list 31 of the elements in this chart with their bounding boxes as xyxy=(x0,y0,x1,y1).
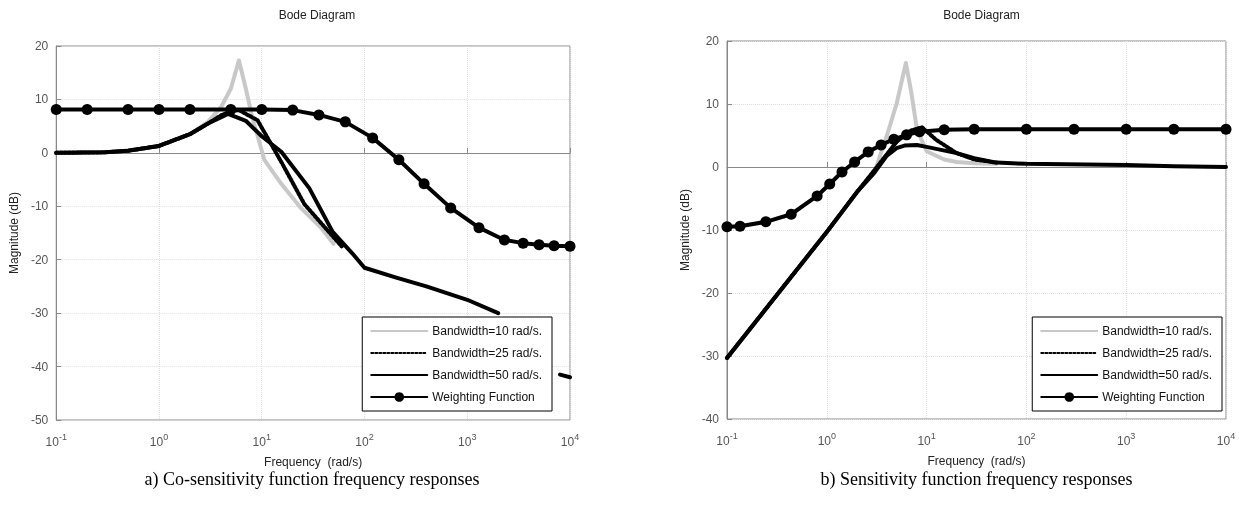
y-tick-label: 10 xyxy=(705,97,720,111)
y-tick-label: -40 xyxy=(30,359,49,374)
y-tick-label: 10 xyxy=(34,92,49,107)
x-axis-title: Frequency (rad/s) xyxy=(264,455,363,469)
y-tick-label: -10 xyxy=(701,223,720,237)
chart-title: Bode Diagram xyxy=(278,8,356,22)
y-axis-title: Magnitude (dB) xyxy=(677,188,692,272)
chart-title: Bode Diagram xyxy=(943,8,1020,22)
text: a) Co-sensitivity function frequency responses xyxy=(144,469,480,490)
y-axis-title: Magnitude (dB) xyxy=(7,191,21,275)
y-tick-label: -20 xyxy=(30,252,49,267)
legend-label: Bandwidth=25 rad/s. xyxy=(1102,346,1213,360)
legend-label: Bandwidth=10 rad/s. xyxy=(432,324,543,338)
legend-label: Bandwidth=25 rad/s. xyxy=(432,346,543,360)
legend-label: Bandwidth=10 rad/s. xyxy=(1102,324,1213,338)
y-tick-label: -20 xyxy=(701,286,720,300)
y-tick-label: 0 xyxy=(41,145,49,160)
y-tick-label: 20 xyxy=(705,34,720,48)
legend-label: Weighting Function xyxy=(432,390,535,404)
legend-label: Bandwidth=50 rad/s. xyxy=(432,368,543,382)
y-tick-label: -40 xyxy=(701,412,720,426)
y-tick-label: 20 xyxy=(34,39,49,53)
legend-label: Bandwidth=50 rad/s. xyxy=(1102,368,1213,382)
y-tick-label: -50 xyxy=(30,413,49,427)
y-tick-label: -30 xyxy=(701,349,720,363)
text: b) Sensitivity function frequency responses xyxy=(820,469,1133,490)
x-axis-title: Frequency (rad/s) xyxy=(927,454,1026,468)
y-tick-label: -30 xyxy=(30,306,49,321)
y-tick-label: -10 xyxy=(30,199,49,214)
legend-label: Weighting Function xyxy=(1102,390,1205,404)
y-tick-label: 0 xyxy=(712,160,720,174)
